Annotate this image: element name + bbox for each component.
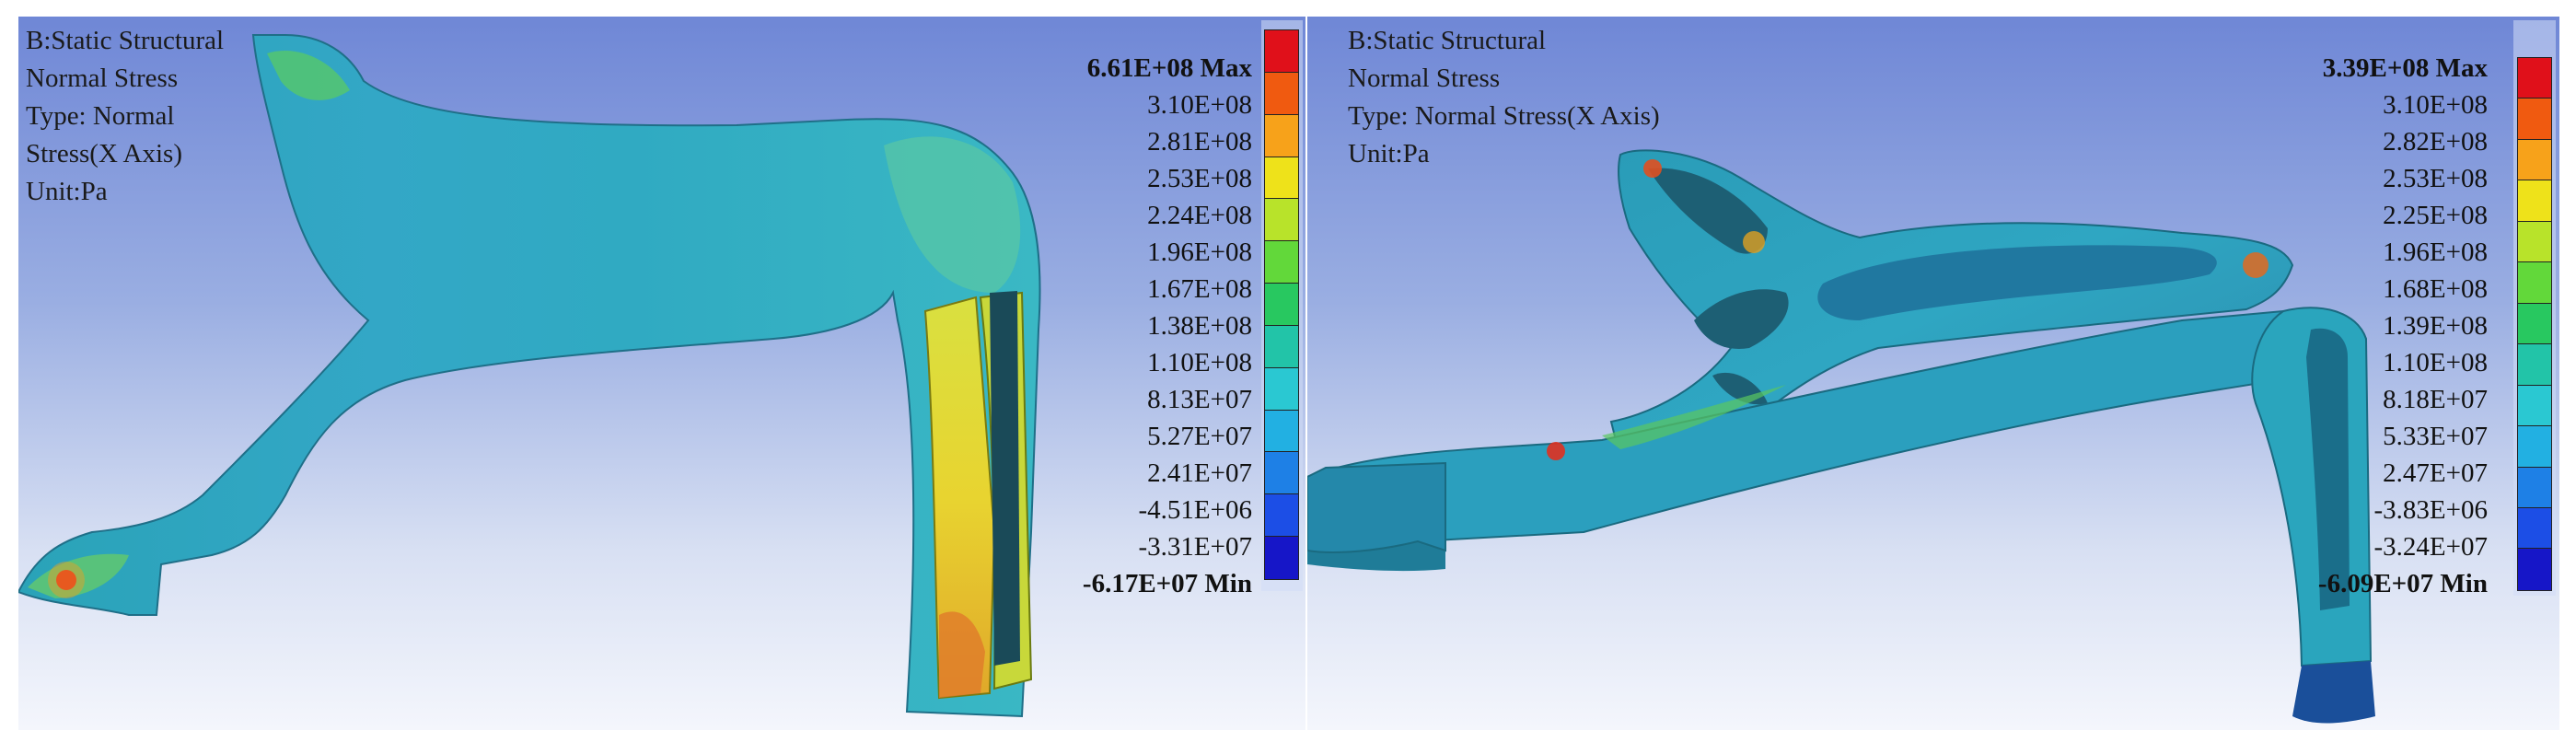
legend-value: 1.38E+08 bbox=[1147, 311, 1252, 341]
legend-value: -3.83E+06 bbox=[2373, 495, 2488, 525]
stress-patch bbox=[884, 136, 1021, 293]
stress-hotspot bbox=[1743, 231, 1765, 253]
legend-value: 2.24E+08 bbox=[1147, 201, 1252, 230]
legend-value: 1.96E+08 bbox=[2383, 238, 2488, 267]
legend-swatch bbox=[1265, 494, 1298, 538]
legend-value: 2.25E+08 bbox=[2383, 201, 2488, 230]
legend-swatch bbox=[1265, 241, 1298, 284]
legend-min-label: -6.17E+07 Min bbox=[1082, 569, 1252, 598]
right-color-legend bbox=[2517, 57, 2552, 591]
info-line: Unit:Pa bbox=[1348, 139, 1430, 168]
legend-swatch bbox=[2518, 507, 2551, 550]
bracket-cutout bbox=[1694, 289, 1789, 349]
stress-hotspot bbox=[1643, 159, 1662, 178]
stress-patch bbox=[28, 553, 129, 598]
legend-swatch bbox=[2518, 99, 2551, 140]
bracket-slot bbox=[990, 291, 1020, 666]
legend-swatch bbox=[1265, 367, 1298, 411]
legend-value: 1.39E+08 bbox=[2383, 311, 2488, 341]
left-result-info: B:Static Structural Normal Stress Type: … bbox=[26, 22, 224, 211]
bracket-leg bbox=[923, 296, 996, 700]
legend-value: 2.53E+08 bbox=[2383, 164, 2488, 193]
legend-value: -3.24E+07 bbox=[2373, 532, 2488, 562]
legend-swatch bbox=[1265, 114, 1298, 157]
info-line: Stress(X Axis) bbox=[26, 139, 182, 168]
left-color-legend bbox=[1264, 29, 1299, 580]
legend-min-label: -6.09E+07 Min bbox=[2317, 569, 2488, 598]
bracket-cutout bbox=[1648, 168, 1768, 254]
stress-patch bbox=[939, 611, 985, 698]
info-line: Type: Normal Stress(X Axis) bbox=[1348, 101, 1660, 131]
info-line: Type: Normal bbox=[26, 101, 175, 131]
legend-value: 1.10E+08 bbox=[2383, 348, 2488, 377]
legend-value: 1.10E+08 bbox=[1147, 348, 1252, 377]
legend-value: 2.41E+07 bbox=[1147, 458, 1252, 488]
info-line: Normal Stress bbox=[1348, 64, 1501, 93]
right-stress-view: B:Static Structural Normal Stress Type: … bbox=[1307, 17, 2559, 730]
legend-value: 1.96E+08 bbox=[1147, 238, 1252, 267]
stress-hotspot bbox=[2243, 252, 2269, 278]
info-line: Unit:Pa bbox=[26, 177, 108, 206]
bracket-cutout bbox=[1817, 245, 2217, 320]
legend-swatch bbox=[2518, 344, 2551, 386]
legend-swatch bbox=[1265, 30, 1298, 73]
legend-value: 3.10E+08 bbox=[2383, 90, 2488, 120]
legend-value: 1.67E+08 bbox=[1147, 274, 1252, 304]
legend-swatch bbox=[1265, 199, 1298, 242]
legend-value: 3.10E+08 bbox=[1147, 90, 1252, 120]
stress-patch bbox=[1602, 385, 1786, 449]
legend-swatch bbox=[2518, 262, 2551, 304]
legend-value: 2.47E+07 bbox=[2383, 458, 2488, 488]
info-line: B:Static Structural bbox=[1348, 26, 1547, 55]
legend-max-label: 6.61E+08 Max bbox=[1086, 53, 1252, 83]
legend-value: 2.81E+08 bbox=[1147, 127, 1252, 157]
legend-value: 8.13E+07 bbox=[1147, 385, 1252, 414]
legend-swatch bbox=[2518, 221, 2551, 263]
bracket-leg-slot bbox=[2306, 328, 2350, 610]
legend-swatch bbox=[2518, 549, 2551, 590]
stress-hotspot bbox=[56, 570, 76, 590]
bracket-leg-face bbox=[2292, 661, 2375, 724]
legend-max-label: 3.39E+08 Max bbox=[2322, 53, 2488, 83]
legend-swatch bbox=[1265, 452, 1298, 495]
legend-value: 1.68E+08 bbox=[2383, 274, 2488, 304]
bracket-base-front bbox=[1307, 541, 1445, 572]
legend-swatch bbox=[2518, 303, 2551, 345]
legend-value: 5.33E+07 bbox=[2383, 422, 2488, 451]
legend-swatch bbox=[1265, 72, 1298, 115]
legend-swatch bbox=[2518, 180, 2551, 222]
legend-swatch bbox=[1265, 157, 1298, 200]
right-result-info: B:Static Structural Normal Stress Type: … bbox=[1348, 22, 1660, 173]
legend-swatch bbox=[2518, 426, 2551, 468]
legend-swatch bbox=[1265, 410, 1298, 453]
left-stress-view: B:Static Structural Normal Stress Type: … bbox=[18, 17, 1305, 730]
right-stress-model bbox=[1307, 149, 2375, 724]
left-stress-model bbox=[18, 34, 1041, 718]
legend-value: 5.27E+07 bbox=[1147, 422, 1252, 451]
bracket-body bbox=[18, 34, 1041, 718]
legend-swatch bbox=[2518, 139, 2551, 181]
info-line: Normal Stress bbox=[26, 64, 179, 93]
legend-swatch bbox=[1265, 537, 1298, 579]
stress-hotspot bbox=[1547, 442, 1565, 460]
legend-value: -4.51E+06 bbox=[1138, 495, 1252, 525]
legend-value: 2.82E+08 bbox=[2383, 127, 2488, 157]
legend-swatch bbox=[2518, 467, 2551, 508]
legend-value: 8.18E+07 bbox=[2383, 385, 2488, 414]
legend-swatch bbox=[2518, 58, 2551, 99]
info-line: B:Static Structural bbox=[26, 26, 225, 55]
legend-swatch bbox=[1265, 325, 1298, 368]
legend-swatch bbox=[1265, 284, 1298, 326]
legend-value: -3.31E+07 bbox=[1138, 532, 1252, 562]
legend-swatch bbox=[2518, 385, 2551, 427]
stress-hotspot bbox=[48, 562, 85, 598]
legend-value: 2.53E+08 bbox=[1147, 164, 1252, 193]
stress-patch bbox=[267, 50, 350, 100]
bracket-base-end bbox=[1307, 461, 1446, 553]
